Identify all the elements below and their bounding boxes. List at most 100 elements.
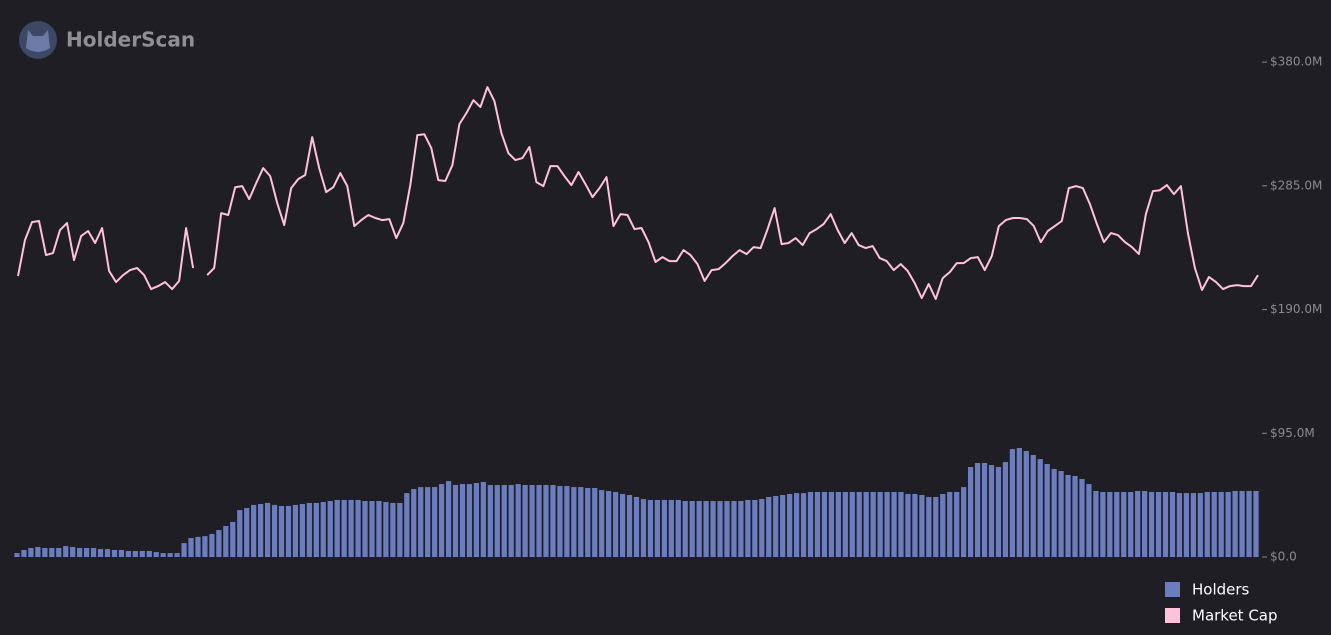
bar [1204,492,1210,557]
bar [1093,490,1099,557]
bar [919,495,925,557]
bar [1218,492,1224,557]
bar [508,484,514,557]
bar [766,496,772,557]
bar [1142,490,1148,557]
bar [717,501,723,557]
bar [1030,455,1036,557]
logo-icon [19,21,57,59]
bar [425,487,431,557]
bar [174,553,180,557]
bar [271,504,278,557]
bar [912,493,918,557]
bar [515,484,521,557]
bar [995,467,1002,557]
bar [731,501,737,557]
bar [1023,450,1029,557]
bar [376,501,382,557]
bar [640,499,647,557]
bar [905,493,911,557]
bar [675,499,681,557]
bar [292,504,299,557]
bar [800,493,807,557]
bar [759,499,765,557]
bar [63,546,69,557]
bar [494,484,500,557]
bar [104,549,111,557]
legend-label: Holders [1192,581,1250,599]
bar [111,549,118,557]
bar [362,501,368,557]
bar [1253,490,1259,557]
bar [21,549,27,557]
bar [1107,492,1113,557]
bar [195,536,201,557]
bar [543,484,549,557]
bar [160,553,166,557]
bar [473,483,480,557]
bar [633,496,640,557]
bar [216,530,222,557]
bar [118,549,125,557]
bar [1016,448,1022,557]
bar [480,481,486,557]
bar [1121,492,1127,557]
bar [1114,492,1120,557]
bar [390,502,396,557]
bar [814,492,821,557]
bar [383,502,389,557]
bar [83,548,90,557]
bar [564,486,570,557]
bar [1176,493,1183,557]
bar [153,552,159,557]
bar [77,548,83,557]
bar [619,493,626,557]
bar [146,551,152,557]
bar [327,501,333,557]
bar [1232,490,1238,557]
bar [334,499,340,557]
bar [961,487,967,557]
bar [898,492,904,557]
bar [1002,462,1009,557]
bar [578,487,584,557]
bar [884,492,890,557]
bar [181,543,187,557]
bar [752,499,758,557]
bar [487,484,493,557]
bar [529,484,535,557]
bar [689,501,695,557]
bar [1211,492,1217,557]
y-tick-label: $95.0M [1270,426,1315,440]
bar [125,551,131,557]
bar [710,501,716,557]
bar [1086,484,1092,557]
bar [557,486,563,557]
bar [139,551,145,557]
bar [1100,492,1106,557]
bar [821,492,828,557]
bar [348,499,354,557]
bar [397,502,403,557]
bar [202,536,208,557]
bar [1197,493,1203,557]
bar [1128,492,1134,557]
bar [585,487,591,557]
bar [968,467,974,557]
bar [1155,492,1162,557]
bar [599,490,605,557]
bar [251,504,257,557]
bar [974,462,981,557]
bar [313,502,319,557]
bar [933,496,939,557]
bar [411,489,417,557]
bar [1072,475,1078,557]
bar [773,496,779,557]
bar [842,492,848,557]
bar [1225,492,1231,557]
y-tick-label: $0.0 [1270,550,1297,564]
bar [209,533,215,557]
brand: HolderScan [66,28,195,52]
bar [696,501,702,557]
bar [70,546,76,557]
